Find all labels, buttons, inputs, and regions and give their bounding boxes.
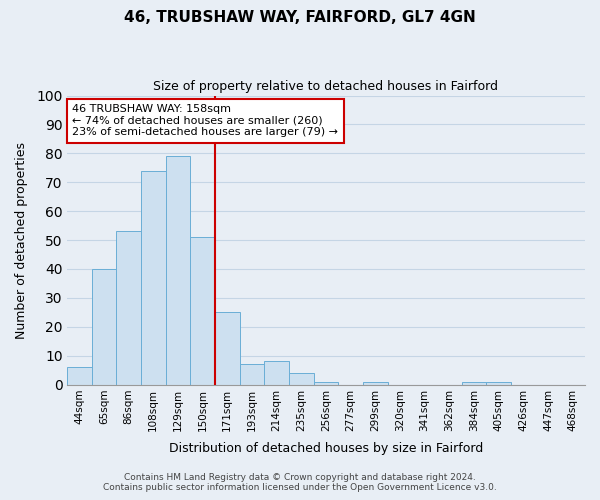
Title: Size of property relative to detached houses in Fairford: Size of property relative to detached ho… (154, 80, 499, 93)
Text: 46 TRUBSHAW WAY: 158sqm
← 74% of detached houses are smaller (260)
23% of semi-d: 46 TRUBSHAW WAY: 158sqm ← 74% of detache… (72, 104, 338, 138)
Text: 46, TRUBSHAW WAY, FAIRFORD, GL7 4GN: 46, TRUBSHAW WAY, FAIRFORD, GL7 4GN (124, 10, 476, 25)
Bar (289, 373, 314, 384)
Bar (239, 364, 264, 384)
Text: Contains HM Land Registry data © Crown copyright and database right 2024.
Contai: Contains HM Land Registry data © Crown c… (103, 473, 497, 492)
Bar (264, 362, 289, 384)
Bar (363, 382, 388, 384)
Bar (116, 232, 141, 384)
Bar (141, 170, 166, 384)
Bar (190, 237, 215, 384)
Bar (67, 368, 92, 384)
Bar (166, 156, 190, 384)
X-axis label: Distribution of detached houses by size in Fairford: Distribution of detached houses by size … (169, 442, 483, 455)
Y-axis label: Number of detached properties: Number of detached properties (15, 142, 28, 338)
Bar (461, 382, 487, 384)
Bar (215, 312, 239, 384)
Bar (314, 382, 338, 384)
Bar (92, 269, 116, 384)
Bar (487, 382, 511, 384)
